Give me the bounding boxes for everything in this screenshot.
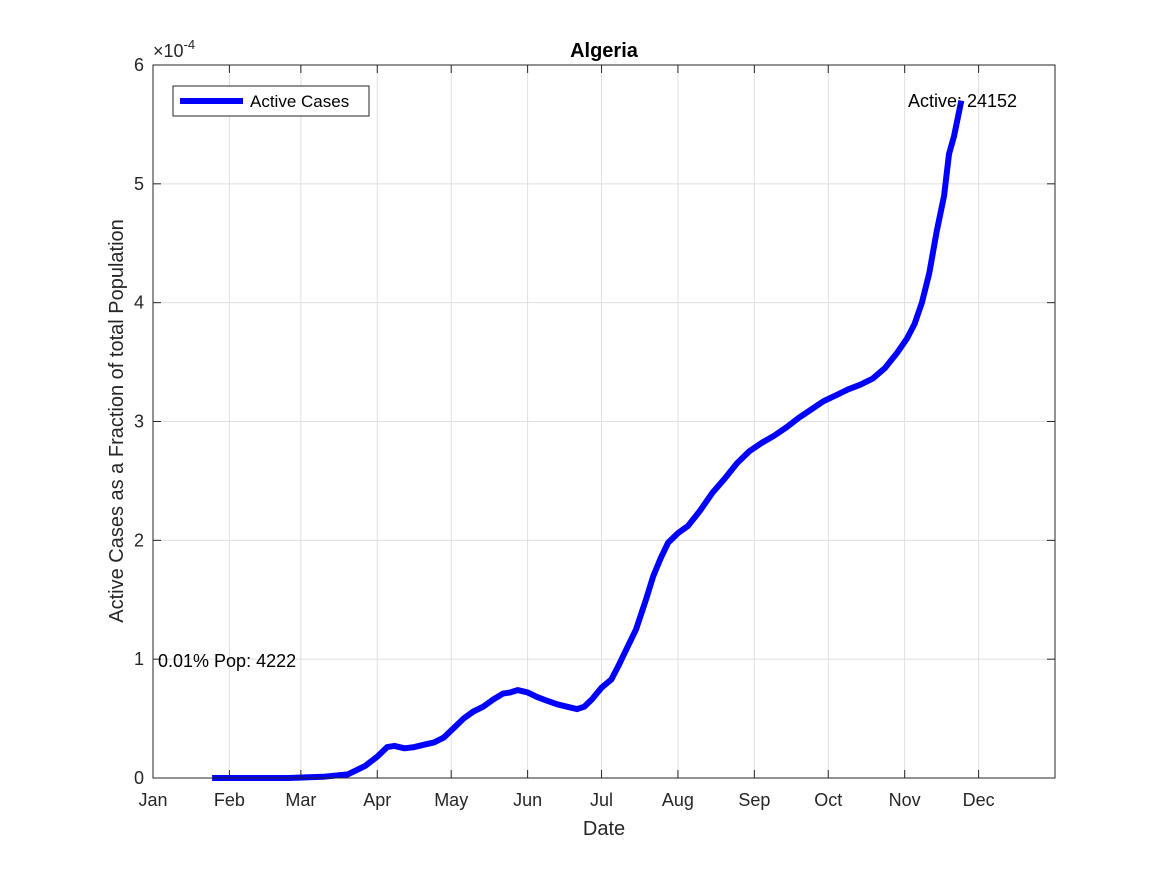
y-tick-label: 3	[134, 412, 144, 432]
annotation-active-count: Active: 24152	[908, 91, 1017, 111]
y-axis-label: Active Cases as a Fraction of total Popu…	[106, 219, 128, 623]
legend: Active Cases	[172, 85, 370, 117]
x-tick-label: Sep	[738, 790, 770, 810]
series-line-active-cases	[212, 100, 965, 781]
x-tick-label: Apr	[363, 790, 391, 810]
ticks: Jan Feb Mar Apr May Jun Jul Aug Sep Oct Nov Dec 0 1 2 3…	[134, 55, 1055, 810]
chart-title: Algeria	[570, 40, 639, 62]
y-tick-label: 5	[134, 174, 144, 194]
legend-label-active-cases: Active Cases	[250, 92, 349, 111]
x-tick-label: Jan	[138, 790, 167, 810]
annotation-population-threshold: 0.01% Pop: 4222	[158, 651, 296, 671]
y-tick-label: 2	[134, 530, 144, 550]
y-tick-label: 0	[134, 768, 144, 788]
x-tick-label: Jul	[590, 790, 613, 810]
x-axis-label: Date	[583, 818, 625, 840]
y-tick-label: 1	[134, 649, 144, 669]
y-exponent-base: ×10	[153, 41, 184, 61]
y-exponent-power: -4	[184, 37, 196, 52]
y-tick-label: 6	[134, 55, 144, 75]
x-tick-label: Nov	[889, 790, 921, 810]
x-tick-label: May	[434, 790, 468, 810]
y-tick-label: 4	[134, 293, 144, 313]
y-exponent-label: ×10-4	[153, 37, 195, 61]
x-tick-label: Dec	[963, 790, 995, 810]
series-layer	[212, 100, 965, 781]
x-tick-label: Oct	[814, 790, 842, 810]
x-tick-label: Feb	[214, 790, 245, 810]
x-tick-label: Jun	[513, 790, 542, 810]
x-tick-label: Aug	[662, 790, 694, 810]
x-tick-label: Mar	[285, 790, 316, 810]
